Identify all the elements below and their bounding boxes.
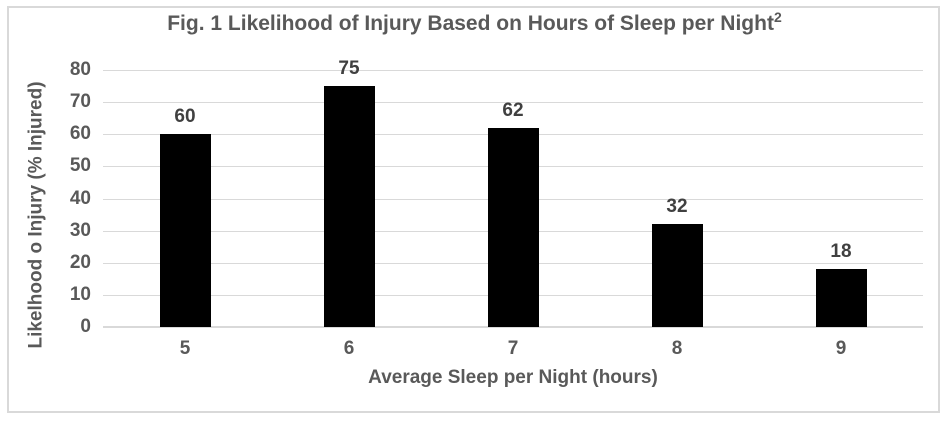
gridline: [103, 70, 923, 71]
y-tick-label: 80: [69, 59, 91, 80]
bar: [815, 269, 867, 327]
y-tick-label: 70: [69, 91, 91, 113]
x-axis-line: [103, 326, 923, 328]
y-tick-label: 50: [69, 155, 91, 177]
x-tick-label: 6: [343, 338, 355, 359]
bar: [159, 134, 211, 327]
y-axis-title: Likelhood o Injury (% Injured): [25, 81, 47, 349]
x-tick-label: 8: [671, 338, 683, 359]
chart-frame-border: [7, 6, 940, 413]
y-tick-label: 30: [69, 219, 91, 241]
chart-title-superscript: 2: [773, 9, 782, 25]
y-tick-label: 0: [80, 316, 91, 337]
y-tick-label: 40: [69, 187, 91, 209]
y-tick-label: 20: [69, 251, 91, 273]
chart-title-text: Fig. 1 Likelihood of Injury Based on Hou…: [167, 12, 774, 35]
x-axis-title: Average Sleep per Night (hours): [368, 367, 658, 388]
x-tick-label: 7: [507, 338, 519, 359]
bar: [323, 86, 375, 327]
bar-value-label: 60: [174, 106, 196, 128]
x-tick-label: 5: [179, 338, 191, 359]
x-tick-label: 9: [835, 338, 847, 359]
bar: [651, 224, 703, 327]
bar-value-label: 18: [830, 241, 852, 263]
chart-title: Fig. 1 Likelihood of Injury Based on Hou…: [0, 9, 949, 37]
bar-value-label: 32: [666, 196, 688, 218]
y-tick-label: 10: [69, 283, 91, 305]
bar: [487, 127, 539, 327]
plot-area: 0 10 20 30 40 50 60 70 80 60 5 75 6 62 7 32 8 18 9: [70, 58, 923, 359]
bar-value-label: 62: [502, 99, 524, 121]
y-tick-label: 60: [69, 123, 91, 145]
bar-value-label: 75: [338, 58, 360, 80]
gridline: [103, 102, 923, 104]
